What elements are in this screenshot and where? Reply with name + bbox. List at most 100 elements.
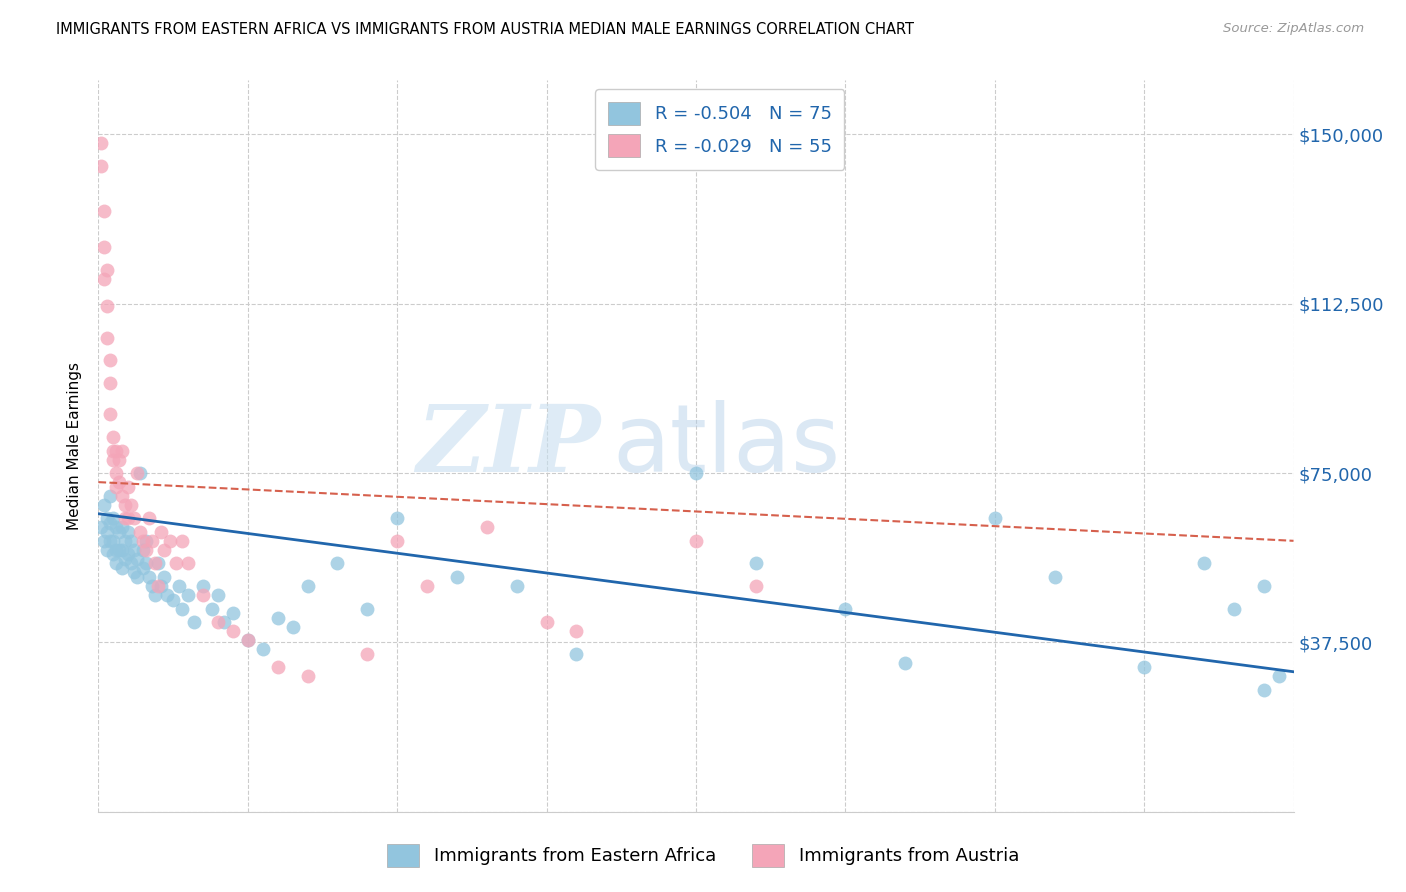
Point <box>236 633 259 648</box>
Point <box>135 542 157 557</box>
Point <box>834 601 856 615</box>
Point <box>222 624 245 639</box>
Point <box>177 557 200 571</box>
Point <box>90 520 112 534</box>
Point <box>135 557 157 571</box>
Point <box>103 430 125 444</box>
Point <box>1253 579 1275 593</box>
Point <box>93 204 115 219</box>
Point <box>153 542 176 557</box>
Point <box>281 619 304 633</box>
Point <box>98 408 122 422</box>
Point <box>108 452 131 467</box>
Point <box>105 466 128 480</box>
Point <box>167 579 190 593</box>
Point <box>98 353 122 368</box>
Point <box>156 588 179 602</box>
Point <box>150 524 173 539</box>
Point <box>172 533 194 548</box>
Point <box>138 570 160 584</box>
Point <box>191 579 214 593</box>
Point <box>1192 557 1215 571</box>
Text: IMMIGRANTS FROM EASTERN AFRICA VS IMMIGRANTS FROM AUSTRIA MEDIAN MALE EARNINGS C: IMMIGRANTS FROM EASTERN AFRICA VS IMMIGR… <box>56 22 914 37</box>
Point <box>297 579 319 593</box>
Point <box>93 272 115 286</box>
Point <box>536 615 558 629</box>
Point <box>1043 570 1066 584</box>
Point <box>103 452 125 467</box>
Point <box>1223 601 1246 615</box>
Point <box>685 466 707 480</box>
Point <box>416 579 439 593</box>
Point <box>105 542 128 557</box>
Point <box>90 159 112 173</box>
Point <box>105 443 128 458</box>
Point <box>267 660 290 674</box>
Point <box>96 263 118 277</box>
Point <box>96 511 118 525</box>
Point <box>150 579 173 593</box>
Point <box>183 615 205 629</box>
Legend: Immigrants from Eastern Africa, Immigrants from Austria: Immigrants from Eastern Africa, Immigran… <box>380 837 1026 874</box>
Point <box>984 511 1007 525</box>
Point <box>98 516 122 530</box>
Point <box>96 299 118 313</box>
Point <box>138 511 160 525</box>
Point <box>201 601 224 615</box>
Point <box>111 443 134 458</box>
Point <box>127 552 149 566</box>
Point <box>96 524 118 539</box>
Point <box>565 624 588 639</box>
Point <box>117 511 139 525</box>
Point <box>117 524 139 539</box>
Legend: R = -0.504   N = 75, R = -0.029   N = 55: R = -0.504 N = 75, R = -0.029 N = 55 <box>595 89 845 170</box>
Point <box>108 524 131 539</box>
Point <box>236 633 259 648</box>
Point <box>120 533 142 548</box>
Point <box>93 240 115 254</box>
Point <box>98 533 122 548</box>
Point <box>124 566 146 580</box>
Point <box>108 475 131 489</box>
Point <box>252 642 274 657</box>
Point <box>267 610 290 624</box>
Point <box>98 376 122 390</box>
Point <box>165 557 187 571</box>
Point <box>120 498 142 512</box>
Point <box>124 542 146 557</box>
Point <box>114 533 136 548</box>
Point <box>103 443 125 458</box>
Point <box>745 557 768 571</box>
Point <box>177 588 200 602</box>
Point <box>212 615 235 629</box>
Point <box>153 570 176 584</box>
Point <box>172 601 194 615</box>
Point <box>222 606 245 620</box>
Text: Source: ZipAtlas.com: Source: ZipAtlas.com <box>1223 22 1364 36</box>
Point <box>135 533 157 548</box>
Point <box>1253 682 1275 697</box>
Point <box>98 489 122 503</box>
Point <box>207 588 229 602</box>
Point <box>129 466 152 480</box>
Point <box>565 647 588 661</box>
Text: ZIP: ZIP <box>416 401 600 491</box>
Point <box>105 480 128 494</box>
Point <box>143 557 166 571</box>
Point <box>1267 669 1289 683</box>
Point <box>96 331 118 345</box>
Point <box>111 489 134 503</box>
Point <box>114 498 136 512</box>
Point <box>207 615 229 629</box>
Point <box>114 552 136 566</box>
Point <box>93 533 115 548</box>
Point <box>103 547 125 561</box>
Point <box>894 656 917 670</box>
Point <box>162 592 184 607</box>
Point <box>120 557 142 571</box>
Point <box>103 511 125 525</box>
Point <box>127 570 149 584</box>
Point <box>111 520 134 534</box>
Point <box>191 588 214 602</box>
Y-axis label: Median Male Earnings: Median Male Earnings <box>67 362 83 530</box>
